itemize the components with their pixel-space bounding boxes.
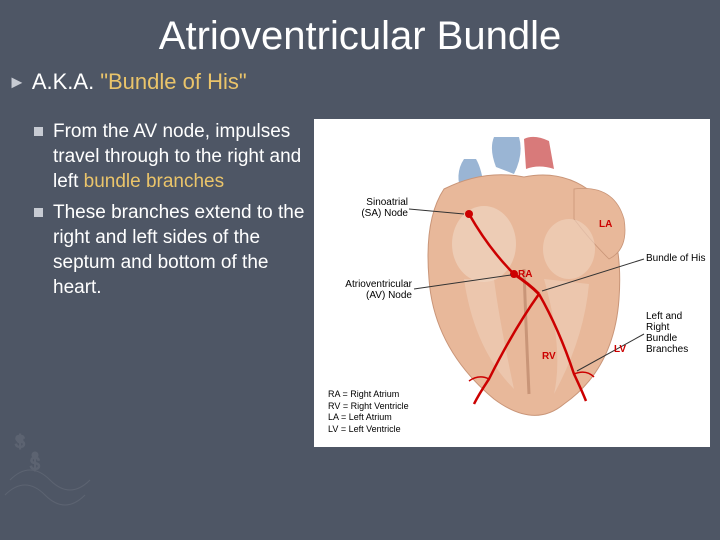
square-bullet-icon [34, 208, 43, 217]
label-bundle-branches: Left and Right Bundle Branches [646, 311, 706, 355]
diagram-legend: RA = Right Atrium RV = Right Ventricle L… [328, 389, 409, 436]
label-sa-node: Sinoatrial (SA) Node [352, 197, 408, 219]
slide-container: $ $ Atrioventricular Bundle ► A.K.A. "Bu… [0, 0, 720, 540]
list-item: From the AV node, impulses travel throug… [34, 119, 306, 194]
label-rv: RV [542, 351, 556, 362]
svg-text:$: $ [30, 454, 40, 474]
label-bundle-his: Bundle of His [646, 253, 708, 264]
heart-diagram: Sinoatrial (SA) Node Atrioventricular (A… [314, 119, 710, 447]
label-ra: RA [518, 269, 532, 280]
arrow-bullet-icon: ► [8, 72, 26, 93]
highlight-text: bundle branches [84, 171, 225, 192]
label-la: LA [599, 219, 612, 230]
bullet-text: From the AV node, impulses travel throug… [53, 119, 306, 194]
slide-title: Atrioventricular Bundle [0, 0, 720, 69]
aka-highlight: "Bundle of His" [100, 69, 246, 95]
content-row: From the AV node, impulses travel throug… [0, 95, 720, 447]
label-lv: LV [614, 344, 626, 355]
square-bullet-icon [34, 127, 43, 136]
aka-prefix: A.K.A. [32, 69, 94, 95]
subtitle-row: ► A.K.A. "Bundle of His" [0, 69, 720, 95]
list-item: These branches extend to the right and l… [34, 200, 306, 300]
label-av-node: Atrioventricular (AV) Node [328, 279, 412, 301]
text-column: From the AV node, impulses travel throug… [34, 119, 306, 447]
bullet-text: These branches extend to the right and l… [53, 200, 306, 300]
bullet-list: From the AV node, impulses travel throug… [34, 119, 306, 301]
